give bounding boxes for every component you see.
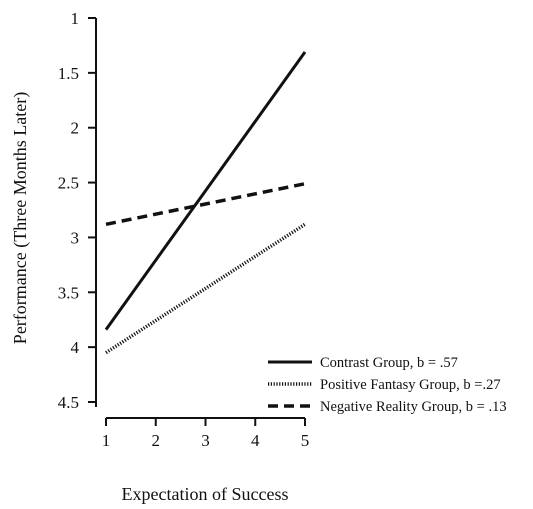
- y-tick-label: 4.5: [58, 393, 79, 412]
- x-axis: 1 2 3 4 5: [102, 417, 310, 450]
- y-axis-title: Performance (Three Months Later): [10, 92, 31, 344]
- x-axis-title: Expectation of Success: [122, 484, 289, 504]
- y-tick-label: 4: [71, 338, 80, 357]
- x-tick-label: 4: [251, 431, 260, 450]
- series-line-solid: [104, 51, 307, 331]
- legend: Contrast Group, b = .57 Positive Fantasy …: [268, 355, 507, 415]
- y-ticks: 1 1.5 2 2.5 3 3.5 4 4.5: [58, 9, 96, 412]
- x-tick-label: 5: [301, 431, 310, 450]
- x-tick-label: 2: [152, 431, 161, 450]
- y-tick-label: 3.5: [58, 283, 79, 302]
- legend-label: Positive Fantasy Group, b =.27: [320, 377, 501, 393]
- legend-label: Contrast Group, b = .57: [320, 355, 458, 371]
- y-tick-label: 2.5: [58, 174, 79, 193]
- series-line-dotted: [105, 222, 306, 355]
- series-line-dashed: [105, 181, 306, 227]
- y-tick-label: 1.5: [58, 64, 79, 83]
- x-tick-label: 1: [102, 431, 111, 450]
- y-tick-label: 2: [71, 119, 80, 138]
- legend-label: Negative Reality Group, b = .13: [320, 399, 507, 415]
- series-layer: [104, 51, 307, 355]
- x-tick-label: 3: [201, 431, 210, 450]
- x-ticks: 1 2 3 4 5: [102, 418, 310, 450]
- y-tick-label: 1: [71, 9, 80, 28]
- y-tick-label: 3: [71, 228, 80, 247]
- y-axis: 1 1.5 2 2.5 3 3.5 4 4.5: [58, 9, 97, 412]
